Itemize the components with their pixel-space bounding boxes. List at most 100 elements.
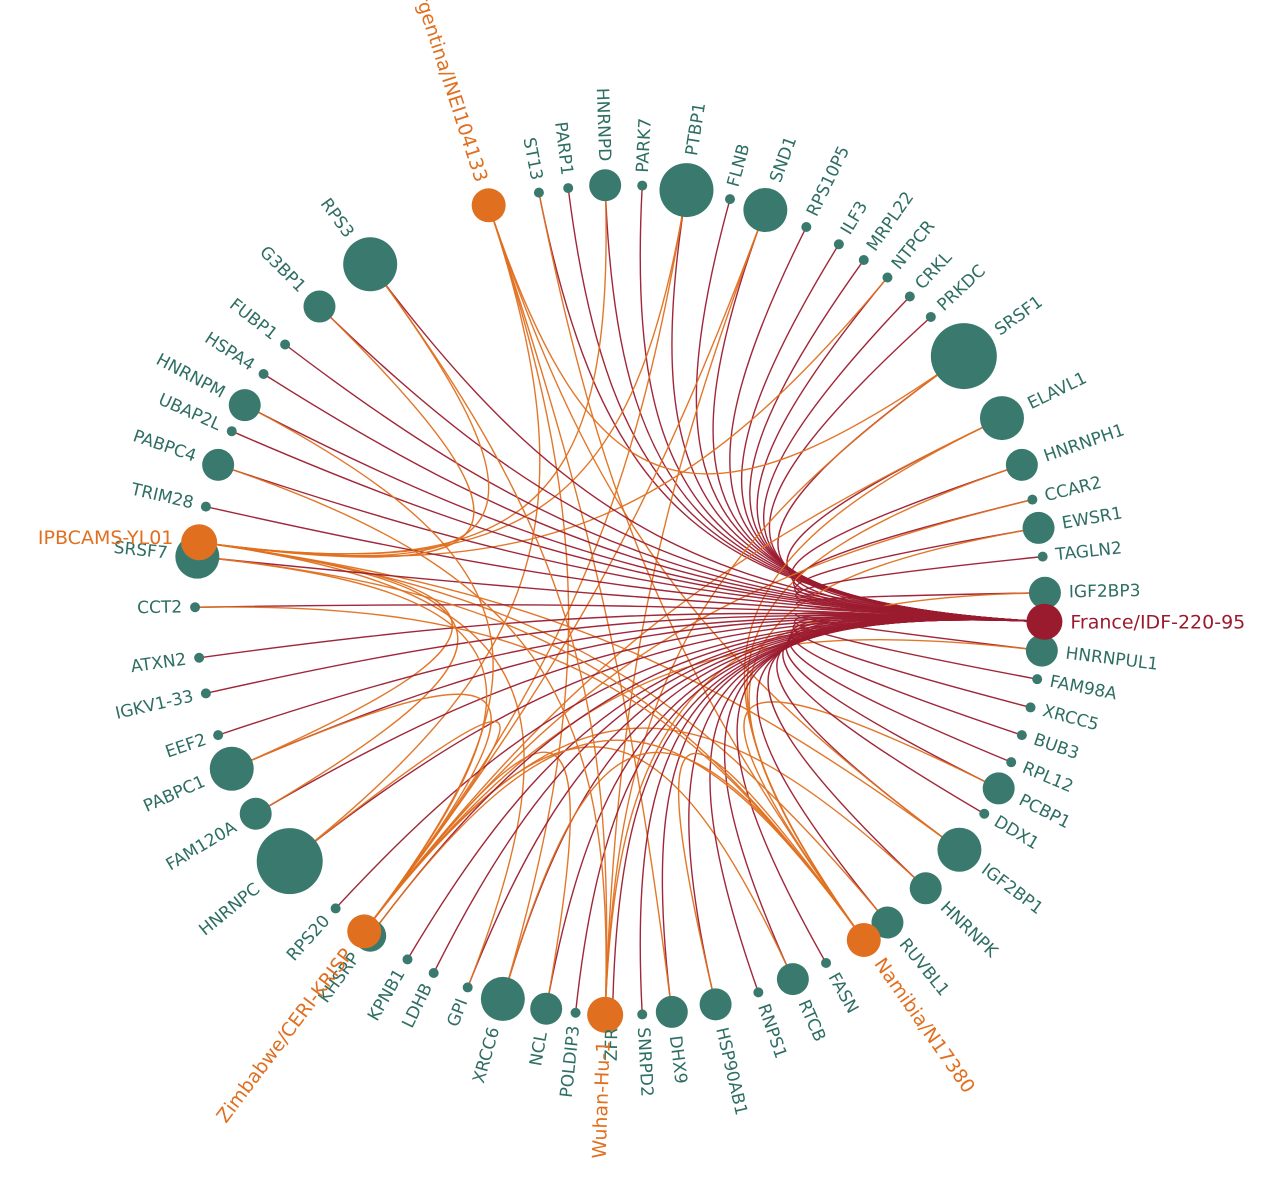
- protein-label: CCAR2: [1043, 473, 1104, 506]
- protein-node: [228, 389, 261, 422]
- protein-node: [194, 652, 205, 663]
- edge-france: [195, 603, 1045, 623]
- protein-node: [402, 954, 413, 965]
- protein-label: SNRPD2: [633, 1027, 657, 1097]
- protein-label: IGF2BP1: [977, 860, 1046, 919]
- protein-label: HNRNPH1: [1041, 420, 1127, 466]
- edge-namibia: [502, 751, 865, 1000]
- protein-node: [213, 730, 224, 741]
- edge-france: [785, 617, 1045, 790]
- protein-node: [925, 311, 936, 322]
- edge-argentina: [488, 205, 570, 1000]
- protein-node: [655, 995, 688, 1028]
- edge-france: [205, 614, 1045, 695]
- protein-label: HNRNPC: [195, 879, 264, 940]
- protein-node: [200, 688, 211, 699]
- edge-france: [197, 555, 1045, 623]
- protein-label: FAM98A: [1048, 672, 1119, 705]
- protein-label: PARP1: [550, 121, 576, 177]
- protein-label: GPI: [444, 996, 473, 1030]
- protein-label: DHX9: [665, 1035, 691, 1085]
- protein-label: ELAVL1: [1025, 368, 1090, 414]
- strain-label-france: France/IDF-220-95: [1070, 612, 1245, 634]
- edge-france: [244, 404, 1045, 623]
- edge-zimbabwe: [244, 404, 494, 932]
- edge-argentina: [488, 205, 965, 475]
- protein-node: [833, 239, 844, 250]
- edge-wuhan: [604, 209, 767, 1015]
- edge-france: [611, 619, 1045, 1015]
- edge-beijing: [199, 189, 688, 555]
- protein-node: [280, 339, 291, 350]
- protein-node: [743, 188, 788, 233]
- protein-node: [979, 396, 1024, 441]
- protein-label: FLNB: [724, 142, 755, 189]
- edge-wuhan: [369, 263, 608, 1015]
- protein-label: CCT2: [137, 597, 182, 618]
- protein-node: [1025, 634, 1058, 667]
- protein-node: [200, 501, 211, 512]
- protein-node: [904, 291, 915, 302]
- protein-node: [1032, 674, 1043, 685]
- strain-node-zimbabwe: [347, 914, 382, 949]
- protein-node: [258, 368, 269, 379]
- edge-beijing: [199, 277, 888, 557]
- strain-node-beijing: [181, 524, 218, 561]
- edge-france: [788, 616, 1045, 763]
- protein-node: [330, 903, 341, 914]
- edge-france: [199, 612, 1045, 659]
- edge-namibia: [538, 192, 865, 941]
- protein-label: RPS3: [316, 195, 358, 242]
- edge-france: [318, 306, 1045, 623]
- edge-france: [369, 263, 1045, 623]
- protein-node: [570, 1007, 581, 1018]
- edge-wuhan: [604, 355, 965, 1015]
- protein-label: POLDIP3: [557, 1025, 584, 1099]
- protein-label: ZFR: [602, 1028, 623, 1062]
- edge-zimbabwe: [363, 751, 571, 1009]
- protein-node: [1006, 757, 1017, 768]
- edge-namibia: [197, 555, 865, 941]
- protein-label: HSPA4: [201, 328, 258, 375]
- protein-node: [699, 988, 732, 1021]
- protein-label: ST13: [518, 136, 546, 182]
- edge-zimbabwe: [363, 189, 688, 932]
- protein-node: [1037, 551, 1048, 562]
- protein-node: [1027, 494, 1038, 505]
- edge-wuhan: [217, 464, 607, 1015]
- edge-namibia: [677, 752, 865, 1005]
- protein-label: ATXN2: [130, 650, 188, 678]
- protein-node: [343, 237, 398, 292]
- protein-node: [462, 982, 473, 993]
- edge-namibia: [369, 739, 865, 941]
- protein-node: [659, 163, 714, 218]
- edges-layer: [195, 185, 1045, 1015]
- protein-node: [533, 187, 544, 198]
- protein-label: HSP90AB1: [711, 1025, 751, 1117]
- protein-node: [303, 290, 336, 323]
- protein-label: DDX1: [990, 812, 1042, 854]
- nodes-layer: [175, 163, 1063, 1033]
- protein-node: [882, 272, 893, 283]
- strain-label-wuhan: Wuhan-Hu-1: [589, 1040, 615, 1159]
- edge-argentina: [488, 205, 673, 1012]
- protein-label: FAM120A: [163, 817, 241, 875]
- protein-node: [190, 602, 201, 613]
- protein-label: FUBP1: [225, 295, 281, 345]
- edge-france: [767, 618, 1045, 889]
- protein-node: [821, 957, 832, 968]
- protein-node: [1028, 576, 1061, 609]
- edge-france: [777, 355, 1045, 623]
- protein-node: [530, 992, 563, 1025]
- protein-label: HNRNPUL1: [1064, 644, 1159, 675]
- edge-namibia: [748, 527, 1039, 941]
- edge-namibia: [746, 464, 1023, 941]
- strain-label-argentina: Argentina/INEI104133: [406, 0, 492, 185]
- edge-zimbabwe: [363, 209, 767, 932]
- protein-label: TAGLN2: [1054, 538, 1123, 565]
- protein-node: [1005, 448, 1038, 481]
- protein-label: IGKV1-33: [113, 687, 195, 724]
- protein-label: LDHB: [398, 980, 437, 1031]
- protein-node: [909, 872, 942, 905]
- protein-node: [724, 194, 735, 205]
